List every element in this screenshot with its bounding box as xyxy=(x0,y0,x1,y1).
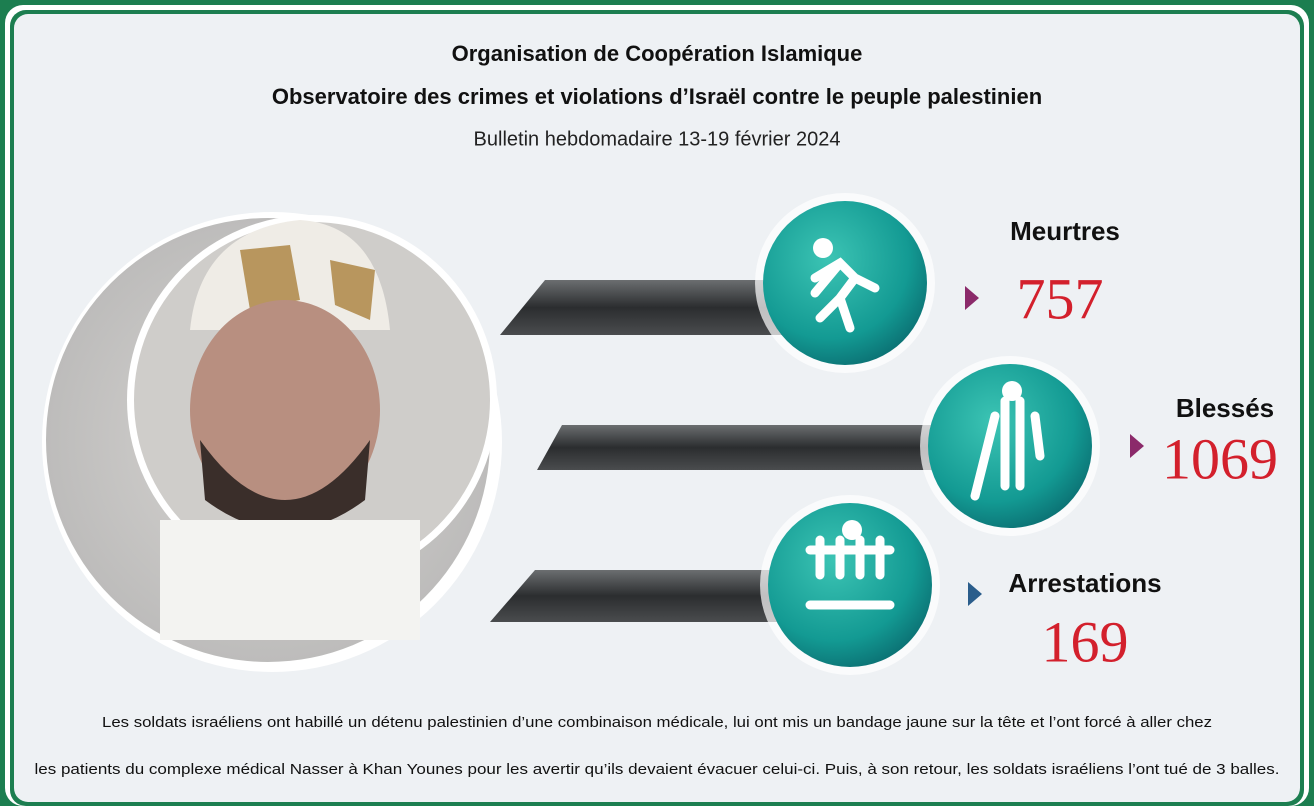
connector-bar xyxy=(500,280,800,335)
stat-value: 757 xyxy=(1017,266,1104,331)
title: Organisation de Coopération Islamique xyxy=(452,41,863,66)
icon-head xyxy=(842,520,862,540)
caption-line: les patients du complexe médical Nasser … xyxy=(35,762,1280,778)
icon-head xyxy=(813,238,833,258)
page: Organisation de Coopération Islamique Ob… xyxy=(0,0,1314,806)
icon-head xyxy=(1002,381,1022,401)
caption-line: Les soldats israéliens ont habillé un dé… xyxy=(102,715,1212,731)
photo xyxy=(42,212,502,672)
stat-label: Meurtres xyxy=(1010,216,1120,246)
connector-bar xyxy=(490,570,800,622)
subtitle: Observatoire des crimes et violations d’… xyxy=(272,84,1042,109)
infographic: Organisation de Coopération Islamique Ob… xyxy=(0,0,1314,806)
stat-value: 169 xyxy=(1042,609,1129,674)
stat-label: Blessés xyxy=(1176,393,1274,423)
stat-value: 1069 xyxy=(1162,426,1278,491)
bulletin: Bulletin hebdomadaire 13-19 février 2024 xyxy=(474,128,841,150)
stat-label: Arrestations xyxy=(1008,568,1161,598)
icon-circle xyxy=(763,201,927,365)
connector-bar xyxy=(537,425,960,470)
